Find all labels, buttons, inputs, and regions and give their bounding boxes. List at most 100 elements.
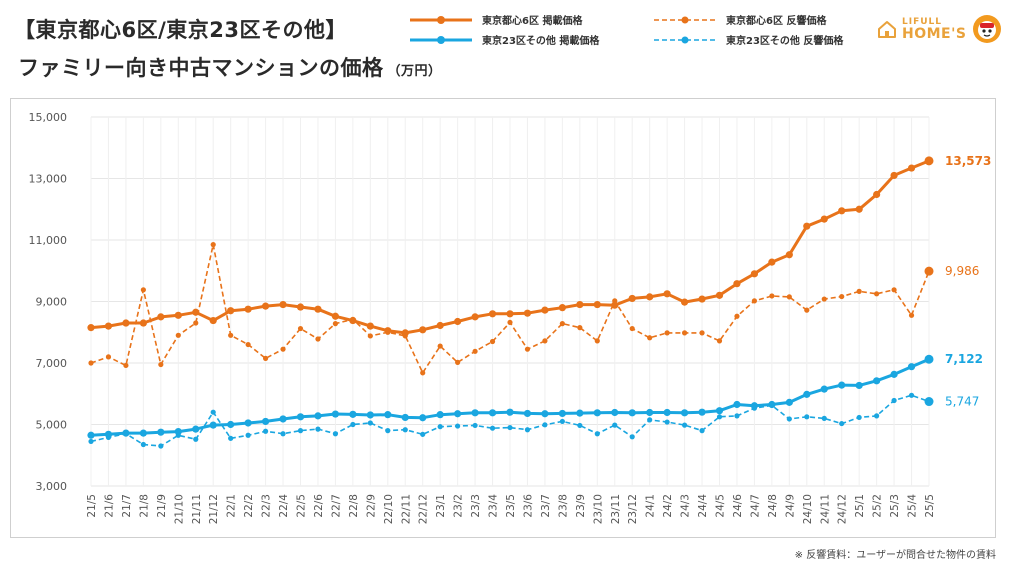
data-point [192,308,200,316]
data-point [804,307,810,313]
x-tick-label: 21/8 [138,494,150,518]
data-point [454,410,462,418]
x-tick-label: 24/11 [819,494,831,524]
data-point [193,320,199,326]
data-point [646,408,654,417]
data-point [385,428,391,434]
x-tick-label: 24/6 [732,494,744,518]
x-tick-label: 25/2 [872,494,884,518]
data-point [769,293,775,299]
data-point [611,301,619,309]
data-point [245,341,251,348]
data-point [891,287,897,293]
data-point [594,431,600,437]
data-point [874,413,880,419]
data-point [541,306,549,314]
data-point [664,419,670,425]
legend: 東京都心6区 掲載価格 東京都心6区 反響価格 東京23区その他 掲載価格 東京… [408,10,868,54]
data-point [629,325,635,332]
line-chart: 3,000 5,000 7,000 9,000 11,000 13,000 15,000 21… [29,111,992,524]
x-tick-label: 24/8 [767,494,779,518]
data-point [838,381,846,389]
data-point [924,354,934,364]
data-point [681,422,688,428]
x-tick-label: 23/10 [592,494,604,524]
data-point [647,335,653,341]
data-point [506,408,514,416]
data-point [88,360,94,366]
chart-title-line2: ファミリー向き中古マンションの価格 （万円） [18,52,442,82]
data-point [175,332,181,338]
data-point [455,359,461,365]
x-tick-label: 22/7 [330,494,342,518]
data-point [891,397,897,404]
x-tick-label: 23/5 [505,494,517,518]
data-point [681,330,688,336]
data-point [593,409,601,417]
data-point [839,420,845,427]
chart-title-text: ファミリー向き中古マンションの価格 [18,56,384,80]
data-point [280,431,286,437]
x-tick-label: 21/5 [86,494,98,518]
y-tick-label: 7,000 [36,357,68,370]
data-point [419,326,427,334]
data-point [437,424,443,430]
x-tick-label: 24/3 [680,494,692,518]
data-point [314,305,322,313]
x-tick-label: 24/4 [697,494,709,518]
data-point [209,421,217,429]
data-point [628,409,636,417]
data-point [715,407,724,415]
data-point [751,298,758,304]
data-point [698,408,706,416]
x-tick-label: 22/4 [278,494,290,518]
data-point [907,164,916,172]
legend-line-icon [410,35,472,44]
data-point [803,222,811,230]
data-point [279,415,287,423]
x-tick-label: 22/12 [418,494,430,524]
legend-label: 東京都心6区 掲載価格 [482,16,583,27]
data-point [821,296,827,302]
data-point [785,251,793,259]
data-point [315,426,321,432]
data-point [734,313,740,319]
y-tick-label: 5,000 [36,419,68,432]
data-point [472,422,478,429]
legend-label: 東京23区その他 反響価格 [726,36,844,47]
data-point [750,270,759,278]
x-tick-label: 25/4 [907,494,919,518]
x-tick-label: 25/3 [889,494,901,518]
legend-item-other-listing: 東京23区その他 掲載価格 [408,32,599,47]
data-point [908,392,915,398]
x-tick-label: 22/1 [226,494,238,518]
end-value-label: 13,573 [945,154,991,168]
data-point [280,346,286,352]
data-point [261,417,270,426]
data-point [296,413,305,421]
x-tick-label: 24/2 [662,494,674,518]
x-tick-label: 21/9 [156,494,168,518]
x-tick-label: 22/5 [296,494,308,518]
data-point [488,409,497,417]
data-point [261,302,270,310]
data-point [523,409,532,418]
data-point [890,370,898,378]
data-point [488,310,497,318]
data-point [803,390,811,398]
data-point [628,294,636,303]
legend-line-icon [654,16,716,23]
legend-line-icon [654,36,716,43]
data-point [437,343,443,349]
data-point [629,434,635,440]
data-point [716,338,723,344]
data-point [296,303,305,311]
brand-line1: LIFULL [902,16,943,27]
data-point [541,410,549,418]
data-point [384,327,392,335]
data-point [262,428,269,434]
x-tick-label: 24/5 [715,494,727,518]
data-point [820,215,828,223]
data-point [366,322,374,330]
x-tick-label: 21/10 [173,494,185,524]
